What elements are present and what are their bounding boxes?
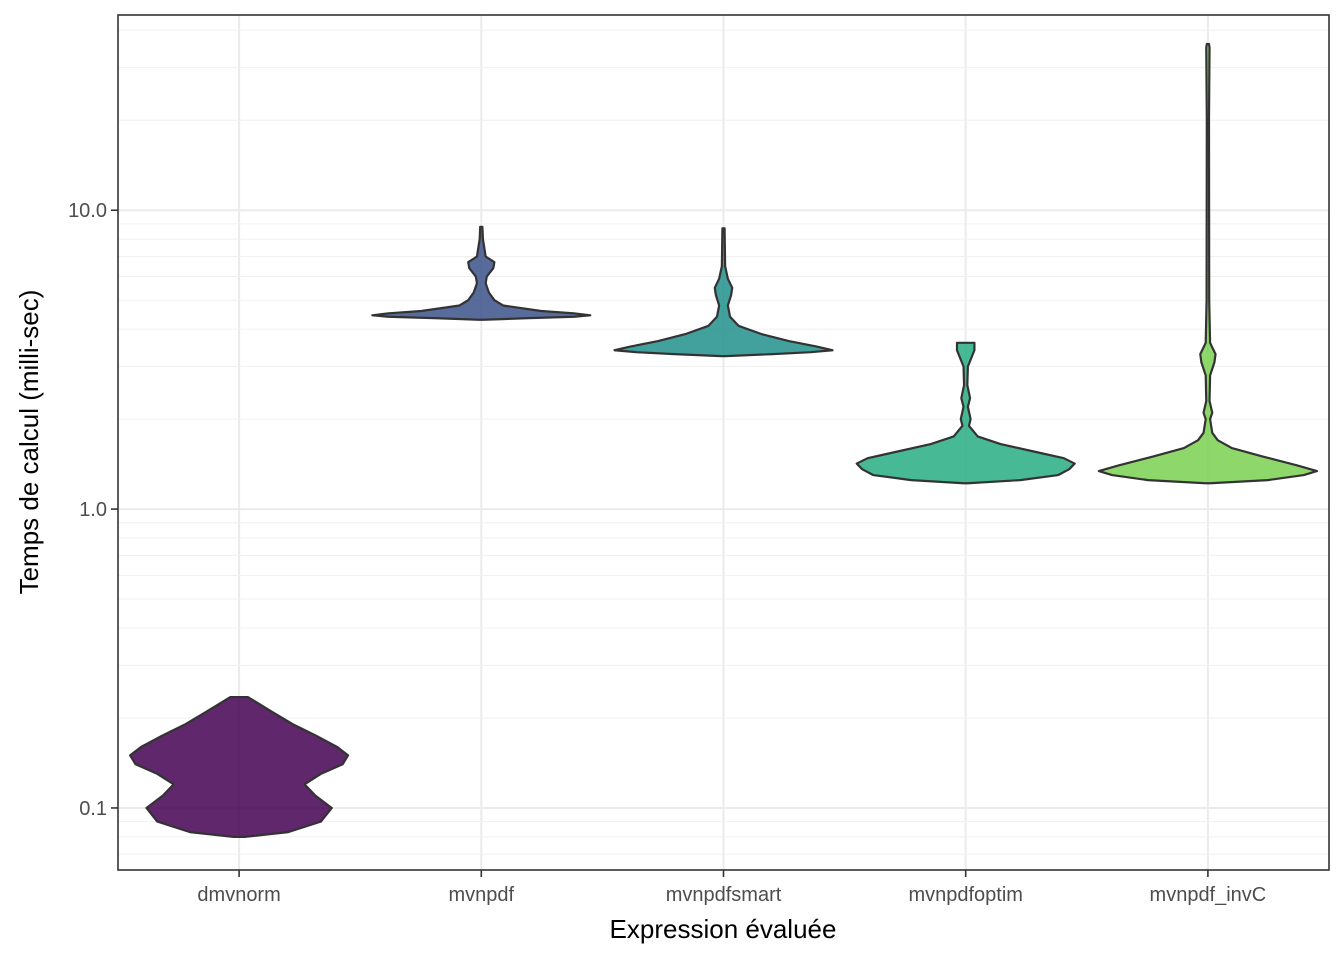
x-tick-label-mvnpdfsmart: mvnpdfsmart [666, 884, 782, 906]
y-tick-label: 0.1 [79, 798, 107, 820]
y-tick-label: 1.0 [79, 499, 107, 521]
x-tick-label-mvnpdfoptim: mvnpdfoptim [908, 884, 1023, 906]
x-tick-label-mvnpdf: mvnpdf [449, 884, 515, 906]
y-tick-label: 10.0 [68, 200, 107, 222]
y-axis-ticks: 0.1 1.0 10.0 [68, 200, 118, 820]
violin-mvnpdfsmart [613, 227, 834, 358]
violin-mvnpdf [371, 225, 592, 321]
x-tick-label-dmvnorm: dmvnorm [197, 884, 280, 906]
x-axis-title: Expression évaluée [610, 914, 837, 944]
violin-mvnpdf_invC [1097, 42, 1318, 485]
violin-mvnpdfoptim [855, 341, 1076, 485]
violins [129, 42, 1318, 839]
x-axis-ticks: dmvnorm mvnpdf mvnpdfsmart mvnpdfoptim mvnpd… [197, 870, 1266, 906]
violin-dmvnorm [129, 695, 350, 839]
y-axis-title: Temps de calcul (milli-sec) [14, 290, 44, 595]
x-tick-label-mvnpdf_invC: mvnpdf_invC [1150, 884, 1267, 906]
